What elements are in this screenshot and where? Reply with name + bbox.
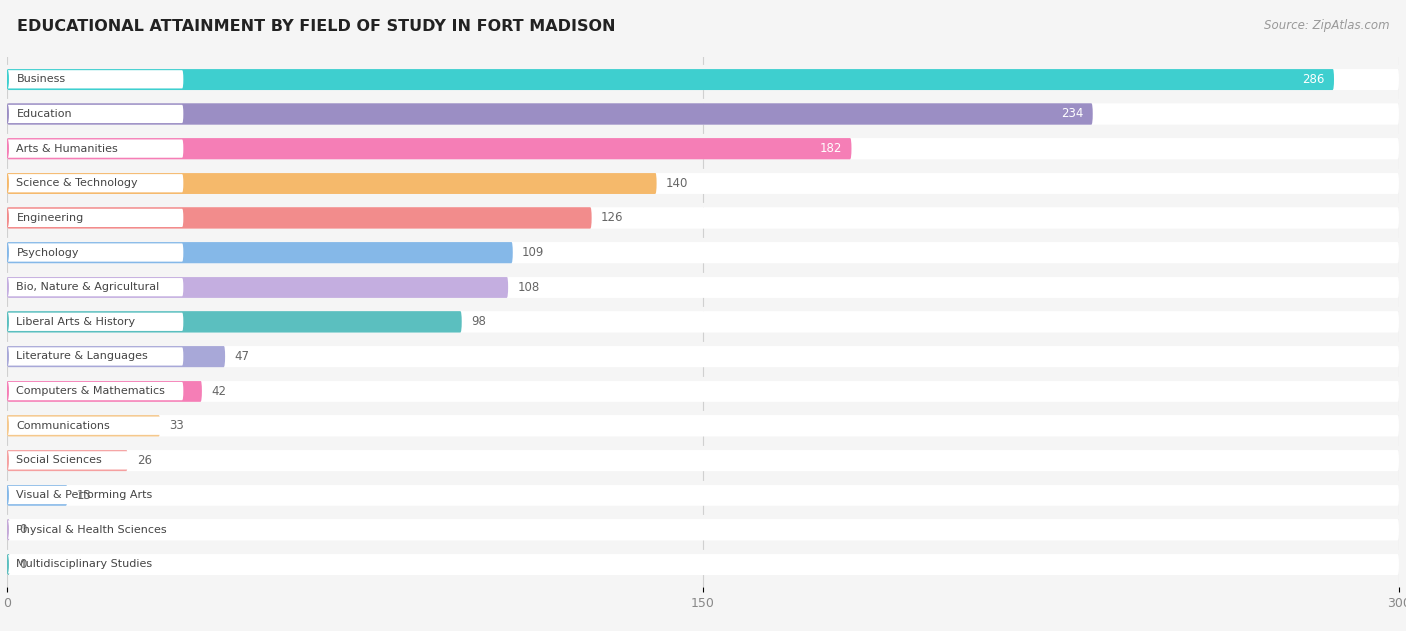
FancyBboxPatch shape — [7, 484, 1399, 506]
Circle shape — [6, 313, 8, 331]
FancyBboxPatch shape — [7, 521, 183, 539]
Circle shape — [6, 348, 8, 365]
Text: 182: 182 — [820, 142, 842, 155]
Text: Bio, Nature & Agricultural: Bio, Nature & Agricultural — [17, 282, 160, 292]
Circle shape — [6, 555, 8, 574]
FancyBboxPatch shape — [7, 69, 1334, 90]
Text: Computers & Mathematics: Computers & Mathematics — [17, 386, 166, 396]
FancyBboxPatch shape — [7, 450, 128, 471]
Text: Science & Technology: Science & Technology — [17, 178, 138, 188]
FancyBboxPatch shape — [7, 553, 1399, 575]
FancyBboxPatch shape — [7, 382, 183, 400]
FancyBboxPatch shape — [7, 346, 225, 367]
FancyBboxPatch shape — [7, 105, 183, 123]
FancyBboxPatch shape — [7, 347, 183, 365]
FancyBboxPatch shape — [7, 139, 183, 158]
FancyBboxPatch shape — [7, 103, 1092, 125]
FancyBboxPatch shape — [7, 380, 1399, 402]
Text: Visual & Performing Arts: Visual & Performing Arts — [17, 490, 153, 500]
Text: 108: 108 — [517, 281, 540, 293]
FancyBboxPatch shape — [7, 174, 183, 192]
Circle shape — [6, 244, 8, 261]
FancyBboxPatch shape — [7, 242, 1399, 263]
FancyBboxPatch shape — [7, 172, 657, 194]
FancyBboxPatch shape — [7, 244, 183, 262]
Text: 33: 33 — [170, 419, 184, 432]
Text: Literature & Languages: Literature & Languages — [17, 351, 148, 362]
Text: Arts & Humanities: Arts & Humanities — [17, 144, 118, 153]
FancyBboxPatch shape — [7, 450, 1399, 471]
Text: 13: 13 — [77, 488, 91, 502]
Text: Communications: Communications — [17, 421, 110, 431]
FancyBboxPatch shape — [7, 415, 160, 437]
Text: 42: 42 — [211, 385, 226, 398]
Text: Business: Business — [17, 74, 66, 85]
Circle shape — [6, 70, 8, 88]
FancyBboxPatch shape — [7, 138, 852, 160]
Circle shape — [6, 486, 8, 504]
Text: Multidisciplinary Studies: Multidisciplinary Studies — [17, 559, 152, 569]
FancyBboxPatch shape — [7, 276, 508, 298]
FancyBboxPatch shape — [7, 207, 592, 228]
Circle shape — [6, 382, 8, 400]
FancyBboxPatch shape — [7, 103, 1399, 125]
FancyBboxPatch shape — [7, 138, 1399, 160]
Text: 140: 140 — [666, 177, 689, 190]
Text: 286: 286 — [1302, 73, 1324, 86]
FancyBboxPatch shape — [7, 278, 183, 297]
Circle shape — [6, 416, 8, 435]
FancyBboxPatch shape — [7, 207, 1399, 228]
FancyBboxPatch shape — [7, 311, 461, 333]
FancyBboxPatch shape — [7, 416, 183, 435]
FancyBboxPatch shape — [7, 209, 183, 227]
Text: Social Sciences: Social Sciences — [17, 456, 103, 466]
FancyBboxPatch shape — [7, 451, 183, 469]
Text: 109: 109 — [522, 246, 544, 259]
Text: 98: 98 — [471, 316, 486, 328]
FancyBboxPatch shape — [7, 69, 1399, 90]
FancyBboxPatch shape — [7, 415, 1399, 437]
Text: Psychology: Psychology — [17, 247, 79, 257]
Text: 47: 47 — [235, 350, 249, 363]
FancyBboxPatch shape — [7, 346, 1399, 367]
FancyBboxPatch shape — [7, 311, 1399, 333]
FancyBboxPatch shape — [7, 555, 183, 574]
Circle shape — [6, 174, 8, 192]
Circle shape — [6, 451, 8, 469]
FancyBboxPatch shape — [7, 519, 1399, 540]
Text: 126: 126 — [600, 211, 623, 225]
Circle shape — [6, 105, 8, 123]
FancyBboxPatch shape — [7, 276, 1399, 298]
FancyBboxPatch shape — [7, 70, 183, 88]
FancyBboxPatch shape — [7, 242, 513, 263]
Circle shape — [6, 278, 8, 296]
Text: Physical & Health Sciences: Physical & Health Sciences — [17, 524, 167, 534]
FancyBboxPatch shape — [7, 484, 67, 506]
Text: Engineering: Engineering — [17, 213, 83, 223]
Text: 0: 0 — [20, 523, 27, 536]
Circle shape — [6, 521, 8, 539]
Text: EDUCATIONAL ATTAINMENT BY FIELD OF STUDY IN FORT MADISON: EDUCATIONAL ATTAINMENT BY FIELD OF STUDY… — [17, 19, 616, 34]
FancyBboxPatch shape — [7, 172, 1399, 194]
FancyBboxPatch shape — [7, 313, 183, 331]
FancyBboxPatch shape — [7, 486, 183, 504]
FancyBboxPatch shape — [7, 553, 10, 575]
Text: 26: 26 — [136, 454, 152, 467]
Text: 234: 234 — [1062, 107, 1084, 121]
Circle shape — [6, 139, 8, 158]
Text: Education: Education — [17, 109, 72, 119]
FancyBboxPatch shape — [7, 519, 10, 540]
Text: Liberal Arts & History: Liberal Arts & History — [17, 317, 135, 327]
Circle shape — [6, 209, 8, 227]
Text: 0: 0 — [20, 558, 27, 571]
FancyBboxPatch shape — [7, 380, 202, 402]
Text: Source: ZipAtlas.com: Source: ZipAtlas.com — [1264, 19, 1389, 32]
